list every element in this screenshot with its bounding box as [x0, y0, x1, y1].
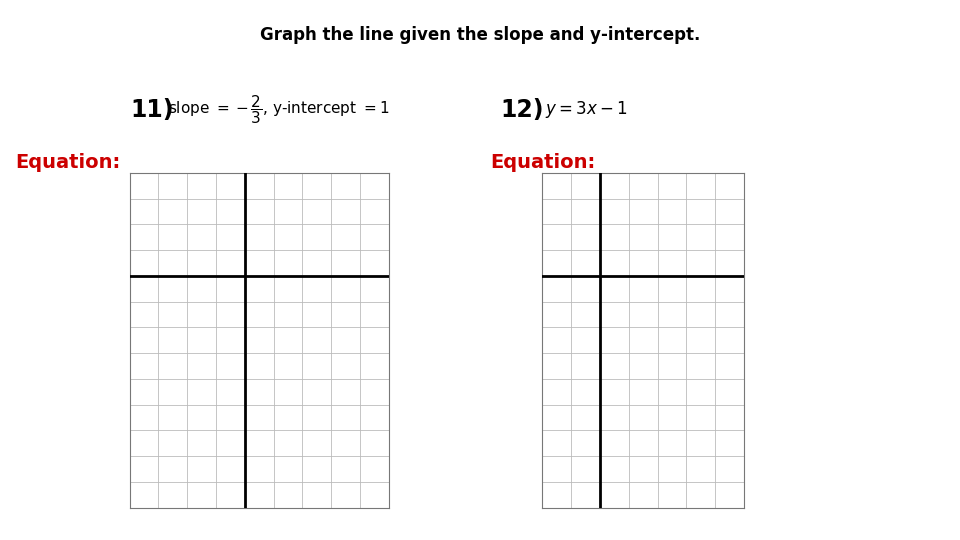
Text: slope $= -\dfrac{2}{3}$, y-intercept $= 1$: slope $= -\dfrac{2}{3}$, y-intercept $= …	[168, 93, 390, 126]
Text: $y = 3x - 1$: $y = 3x - 1$	[545, 99, 628, 120]
Text: 11): 11)	[130, 98, 174, 122]
Text: Equation:: Equation:	[490, 152, 595, 172]
Text: Equation:: Equation:	[15, 152, 120, 172]
Text: Graph the line given the slope and y-intercept.: Graph the line given the slope and y-int…	[260, 26, 700, 44]
Text: 12): 12)	[500, 98, 543, 122]
